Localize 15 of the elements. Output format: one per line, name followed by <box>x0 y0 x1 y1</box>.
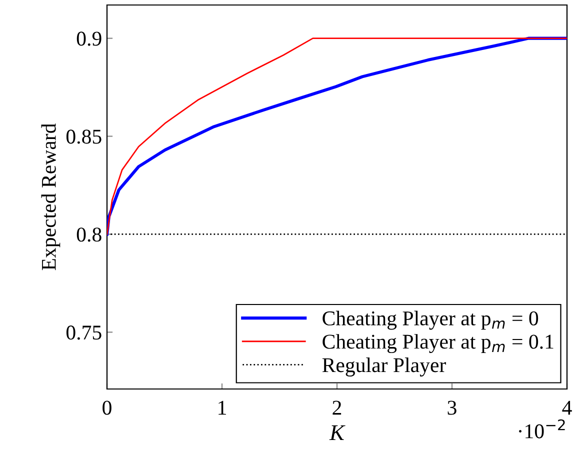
x-tick-label: 1 <box>218 400 226 415</box>
legend-label: Cheating Player at p$_{m}$ = 0 <box>322 310 538 330</box>
y-tick-label: 0.9 <box>76 32 102 46</box>
x-tick-label: 2 <box>332 400 342 415</box>
y-tick-label: 0.8 <box>76 228 102 242</box>
x-tick-label: 0 <box>102 400 112 415</box>
text: ·10$^{−2}$ <box>519 419 565 438</box>
y-tick-label: 0.85 <box>66 130 102 144</box>
legend-label: Regular Player <box>322 358 446 376</box>
x-tick-label: 3 <box>448 400 456 415</box>
x-axis-title: K <box>329 425 346 440</box>
y-tick-label: 0.75 <box>66 326 102 340</box>
legend-label: Cheating Player at p$_{m}$ = 0.1 <box>322 334 554 354</box>
y-axis-title: Expected Reward <box>41 124 60 270</box>
x-tick-label: 4 <box>562 400 572 415</box>
